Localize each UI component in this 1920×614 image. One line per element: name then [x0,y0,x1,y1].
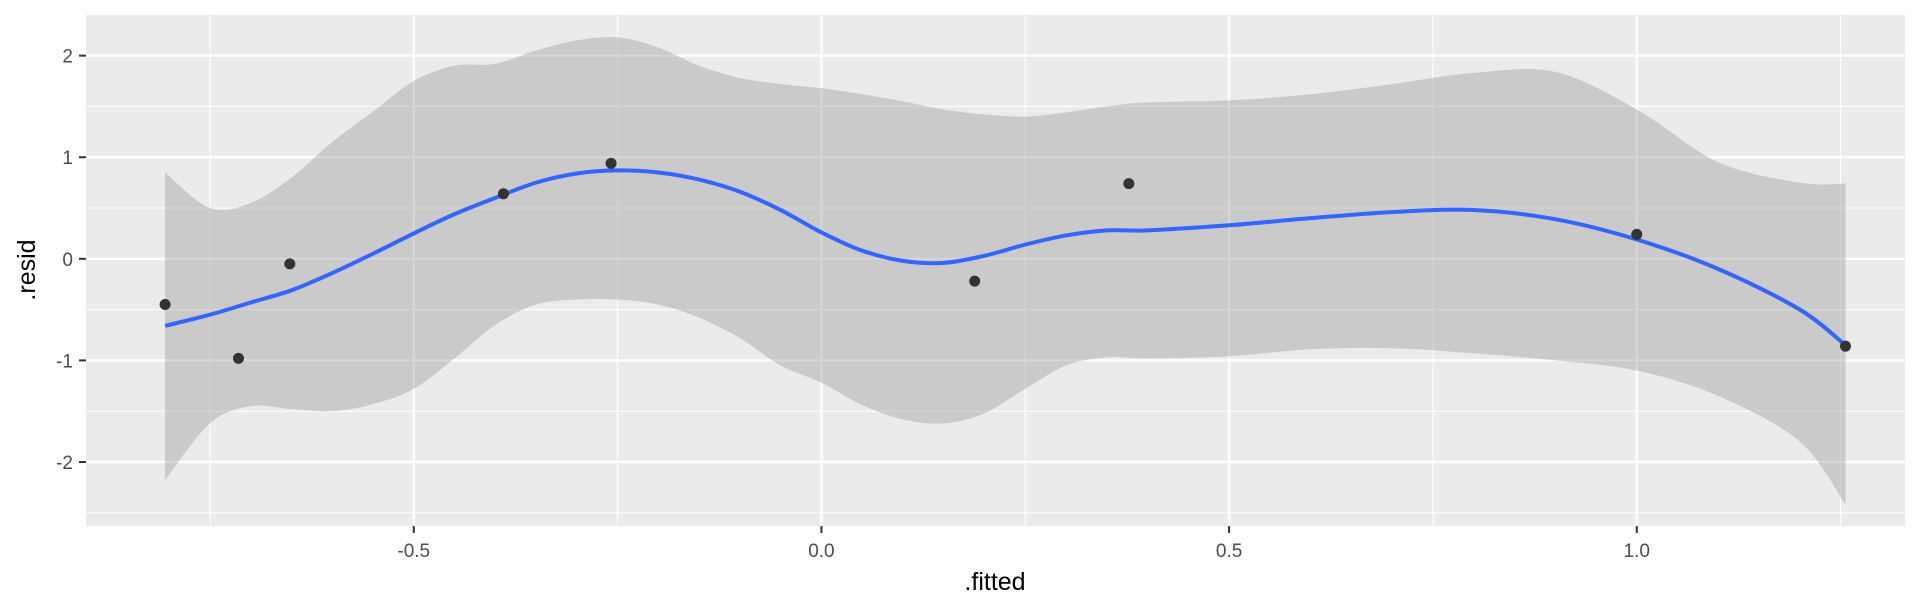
y-axis-title: .resid [13,239,41,300]
data-point [1839,340,1851,352]
data-point [1631,228,1643,240]
x-axis-title: .fitted [964,568,1025,596]
x-tick-label: 0.5 [1216,541,1242,562]
plot-panel [86,15,1905,526]
data-point [284,258,296,270]
x-tick-label: -0.5 [397,541,430,562]
data-point [605,157,617,169]
data-point [159,299,171,311]
y-tick-label: -2 [56,453,73,474]
data-point [232,352,244,364]
data-points [159,157,1851,364]
x-axis: -0.5 0.0 0.5 1.0 [397,526,1650,562]
y-tick-label: -1 [56,351,73,372]
y-tick-label: 1 [62,148,73,169]
data-point [497,188,509,200]
data-point [969,275,981,287]
y-tick-label: 0 [62,250,73,271]
data-point [1123,178,1135,190]
confidence-band [165,37,1846,505]
x-tick-label: 1.0 [1624,541,1650,562]
x-tick-label: 0.0 [808,541,834,562]
major-grid [86,15,1905,526]
smooth-line [164,168,1847,347]
minor-grid [86,15,1905,526]
y-axis: -2 -1 0 1 2 [56,47,86,474]
y-tick-label: 2 [62,47,73,68]
